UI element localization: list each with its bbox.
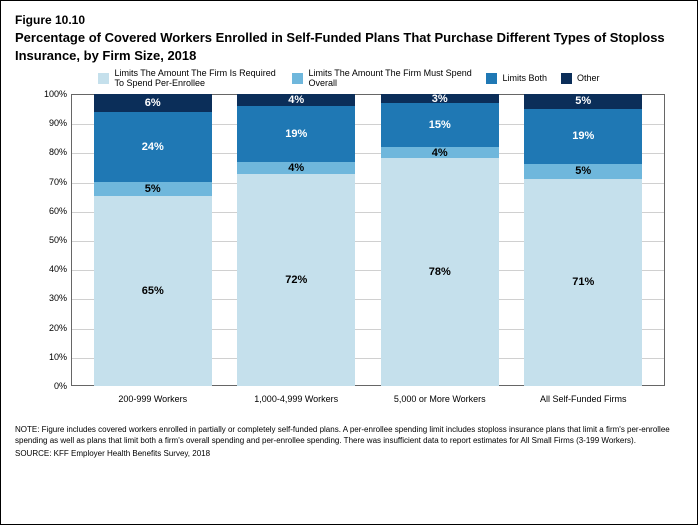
legend-item: Limits Both	[486, 68, 547, 88]
figure-source: SOURCE: KFF Employer Health Benefits Sur…	[15, 449, 683, 458]
bar-segment: 78%	[381, 158, 499, 386]
y-tick-label: 70%	[29, 177, 67, 187]
legend-label: Other	[577, 73, 600, 83]
y-tick-label: 100%	[29, 89, 67, 99]
legend-swatch	[292, 73, 303, 84]
legend-swatch	[486, 73, 497, 84]
bar-segment: 19%	[524, 109, 642, 164]
bar-segment: 4%	[381, 147, 499, 159]
y-tick-label: 30%	[29, 293, 67, 303]
legend-label: Limits The Amount The Firm Must Spend Ov…	[308, 68, 472, 88]
y-tick-label: 50%	[29, 235, 67, 245]
y-tick-label: 20%	[29, 323, 67, 333]
bar-segment: 5%	[94, 182, 212, 197]
x-tick-label: 1,000-4,999 Workers	[237, 390, 355, 414]
legend: Limits The Amount The Firm Is Required T…	[15, 68, 683, 88]
stacked-bar-chart: 0%10%20%30%40%50%60%70%80%90%100% 65%5%2…	[29, 94, 669, 414]
bar-segment: 65%	[94, 196, 212, 386]
figure-label: Figure 10.10	[15, 13, 683, 27]
bar-segment: 24%	[94, 112, 212, 182]
y-tick-label: 60%	[29, 206, 67, 216]
bar-segment: 72%	[237, 174, 355, 386]
y-tick-label: 0%	[29, 381, 67, 391]
bar: 65%5%24%6%	[94, 94, 212, 386]
figure-title: Percentage of Covered Workers Enrolled i…	[15, 29, 683, 64]
legend-item: Limits The Amount The Firm Must Spend Ov…	[292, 68, 472, 88]
bar-segment: 4%	[237, 94, 355, 106]
y-tick-label: 40%	[29, 264, 67, 274]
bar-segment: 15%	[381, 103, 499, 147]
legend-label: Limits Both	[502, 73, 547, 83]
bars-container: 65%5%24%6%72%4%19%4%78%4%15%3%71%5%19%5%	[71, 94, 665, 386]
bar-segment: 4%	[237, 162, 355, 174]
legend-item: Limits The Amount The Firm Is Required T…	[98, 68, 278, 88]
y-tick-label: 80%	[29, 147, 67, 157]
bar-segment: 5%	[524, 164, 642, 179]
y-tick-label: 10%	[29, 352, 67, 362]
bar: 78%4%15%3%	[381, 94, 499, 386]
x-tick-label: All Self-Funded Firms	[524, 390, 642, 414]
x-tick-label: 200-999 Workers	[94, 390, 212, 414]
bar-segment: 3%	[381, 94, 499, 103]
legend-swatch	[98, 73, 109, 84]
bar: 72%4%19%4%	[237, 94, 355, 386]
legend-swatch	[561, 73, 572, 84]
bar-segment: 19%	[237, 106, 355, 162]
figure-note: NOTE: Figure includes covered workers en…	[15, 424, 683, 446]
legend-label: Limits The Amount The Firm Is Required T…	[114, 68, 278, 88]
bar: 71%5%19%5%	[524, 94, 642, 386]
x-tick-label: 5,000 or More Workers	[381, 390, 499, 414]
x-axis-labels: 200-999 Workers 1,000-4,999 Workers 5,000 …	[71, 390, 665, 414]
bar-segment: 6%	[94, 94, 212, 112]
y-tick-label: 90%	[29, 118, 67, 128]
bar-segment: 5%	[524, 94, 642, 109]
bar-segment: 71%	[524, 179, 642, 386]
legend-item: Other	[561, 68, 600, 88]
